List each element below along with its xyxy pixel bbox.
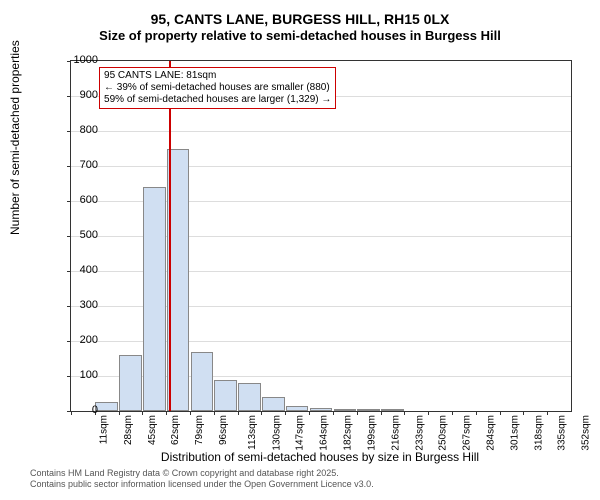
chart-container: 95, CANTS LANE, BURGESS HILL, RH15 0LX S… — [0, 0, 600, 500]
x-tick-label: 45sqm — [147, 415, 158, 445]
y-axis-label: Number of semi-detached properties — [8, 40, 22, 235]
x-tick-label: 284sqm — [486, 415, 497, 451]
y-tick-label: 100 — [58, 369, 98, 381]
chart-subtitle: Size of property relative to semi-detach… — [0, 28, 600, 43]
histogram-bar — [357, 409, 380, 411]
x-tick-label: 79sqm — [194, 415, 205, 445]
x-tick-label: 250sqm — [438, 415, 449, 451]
annotation-line2: ← 39% of semi-detached houses are smalle… — [104, 82, 331, 94]
footer-line2: Contains public sector information licen… — [30, 479, 374, 490]
x-tick-label: 130sqm — [271, 415, 282, 451]
annotation-line1: 95 CANTS LANE: 81sqm — [104, 70, 331, 82]
x-axis-label: Distribution of semi-detached houses by … — [70, 450, 570, 464]
y-tick-label: 0 — [58, 404, 98, 416]
annotation-box: 95 CANTS LANE: 81sqm ← 39% of semi-detac… — [99, 67, 336, 109]
x-tick-label: 62sqm — [170, 415, 181, 445]
x-tick-label: 96sqm — [218, 415, 229, 445]
x-tick-label: 113sqm — [247, 415, 258, 450]
footer-line1: Contains HM Land Registry data © Crown c… — [30, 468, 374, 479]
histogram-bar — [238, 383, 261, 411]
histogram-bar — [191, 352, 214, 412]
x-tick-label: 352sqm — [581, 415, 592, 451]
histogram-bar — [286, 406, 309, 411]
x-tick-label: 164sqm — [319, 415, 330, 451]
histogram-bar — [381, 409, 404, 411]
y-tick-label: 1000 — [58, 54, 98, 66]
x-tick-label: 301sqm — [509, 415, 520, 451]
x-tick-label: 216sqm — [390, 415, 401, 451]
histogram-bar — [143, 187, 166, 411]
x-tick-label: 233sqm — [414, 415, 425, 451]
y-tick-label: 800 — [58, 124, 98, 136]
footer: Contains HM Land Registry data © Crown c… — [30, 468, 374, 490]
x-tick-label: 28sqm — [123, 415, 134, 445]
histogram-bar — [262, 397, 285, 411]
x-tick-label: 147sqm — [295, 415, 306, 451]
y-tick-label: 300 — [58, 299, 98, 311]
histogram-bar — [310, 408, 333, 412]
plot-area: 11sqm28sqm45sqm62sqm79sqm96sqm113sqm130s… — [70, 60, 572, 412]
y-tick-label: 200 — [58, 334, 98, 346]
chart-title: 95, CANTS LANE, BURGESS HILL, RH15 0LX — [0, 0, 600, 28]
x-tick-label: 335sqm — [557, 415, 568, 451]
x-tick-label: 318sqm — [533, 415, 544, 451]
x-tick-label: 267sqm — [462, 415, 473, 451]
histogram-bar — [214, 380, 237, 412]
y-tick-label: 500 — [58, 229, 98, 241]
histogram-bar — [119, 355, 142, 411]
x-tick-label: 199sqm — [366, 415, 377, 451]
annotation-line3: 59% of semi-detached houses are larger (… — [104, 94, 331, 106]
y-tick-label: 700 — [58, 159, 98, 171]
histogram-bar — [95, 402, 118, 411]
x-tick-label: 182sqm — [343, 415, 354, 451]
x-tick-label: 11sqm — [98, 415, 109, 444]
y-tick-label: 400 — [58, 264, 98, 276]
y-tick-label: 900 — [58, 89, 98, 101]
histogram-bar — [334, 409, 357, 411]
marker-line — [169, 61, 171, 411]
y-tick-label: 600 — [58, 194, 98, 206]
